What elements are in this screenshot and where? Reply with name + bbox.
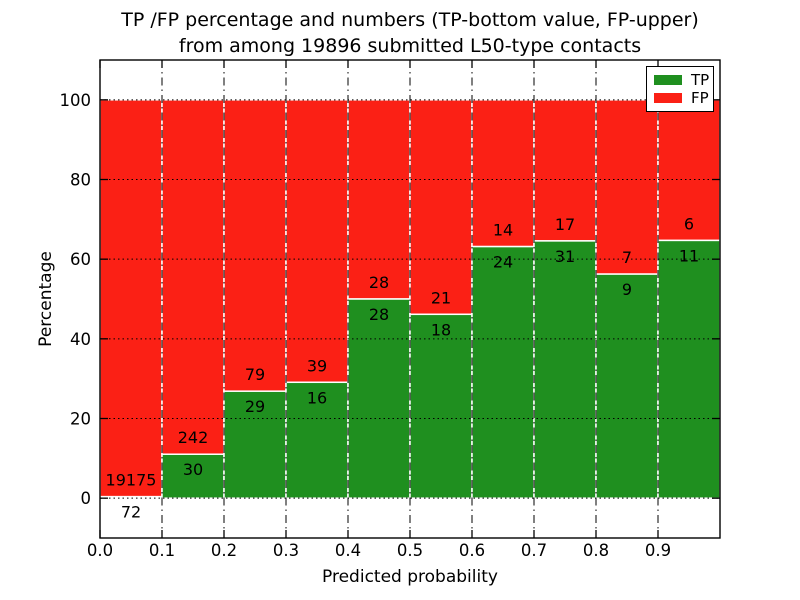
y-tick-label: 20 [70,410,91,429]
legend: TP FP [646,66,714,112]
x-tick-label: 0.4 [335,541,361,560]
fp-bar [223,99,287,392]
fp-count-label: 7 [622,248,632,267]
x-tick-label: 0.3 [273,541,299,560]
tp-count-label: 28 [369,305,389,324]
tp-count-label: 30 [183,460,203,479]
x-axis-label: Predicted probability [322,567,498,587]
fp-color-swatch-icon [654,93,682,103]
fp-bar [533,99,597,242]
fp-bar [161,99,225,455]
legend-entry-fp: FP [654,89,713,107]
tp-bar [223,390,287,499]
tp-count-label: 16 [307,388,327,407]
x-tick-label: 0.9 [645,541,671,560]
fp-count-label: 28 [369,273,389,292]
y-tick-label: 0 [81,489,92,508]
x-tick-label: 0.2 [211,541,237,560]
x-tick-label: 0.6 [459,541,485,560]
tp-bar [657,239,721,499]
tp-count-label: 31 [555,247,575,266]
y-tick-label: 100 [60,91,92,110]
legend-label-tp: TP [691,71,710,89]
bars-group [99,99,721,499]
legend-label-fp: FP [691,89,709,107]
tp-count-label: 11 [679,246,699,265]
fp-count-label: 17 [555,215,575,234]
gridlines-group [100,60,720,538]
x-tick-label: 0.0 [87,541,113,560]
y-tick-label: 80 [70,171,91,190]
chart-title: TP /FP percentage and numbers (TP-bottom… [0,7,800,59]
fp-bar [409,99,473,316]
fp-bar [285,99,349,384]
tp-count-label: 24 [493,253,513,272]
tick-labels-group: 0.0 0.1 0.2 0.3 0.4 0.5 0.6 0.7 0.8 0.9 0 20 40 60 80 1… [60,91,672,560]
fp-bar [471,99,535,248]
x-tick-label: 0.8 [583,541,609,560]
tp-bar [285,381,349,499]
tp-bar [409,313,473,499]
x-tick-label: 0.1 [149,541,175,560]
tp-color-swatch-icon [654,75,682,85]
fp-bar [99,99,163,498]
y-tick-label: 60 [70,250,91,269]
chart-title-line2: from among 19896 submitted L50-type cont… [178,35,642,57]
fp-bar [657,99,721,242]
tp-count-label: 29 [245,397,265,416]
tp-bar [471,245,535,499]
fp-count-label: 6 [684,214,694,233]
y-axis-label: Percentage [36,251,56,347]
fp-count-label: 79 [245,365,265,384]
tp-bar [347,298,411,499]
legend-entry-tp: TP [654,71,713,89]
y-tick-label: 40 [70,330,91,349]
fp-count-label: 242 [178,428,209,447]
fp-count-label: 39 [307,356,327,375]
chart-title-line1: TP /FP percentage and numbers (TP-bottom… [121,9,699,31]
tp-count-label: 72 [121,503,141,522]
tp-bar [533,240,597,499]
fp-count-label: 14 [493,221,513,240]
fp-count-label: 19175 [106,471,157,490]
plot-border [99,59,721,539]
tp-bar [595,273,659,499]
tp-count-label: 9 [622,280,632,299]
fp-count-label: 21 [431,288,451,307]
x-tick-label: 0.5 [397,541,423,560]
fp-bar [347,99,411,300]
tp-count-label: 18 [431,320,451,339]
x-tick-label: 0.7 [521,541,547,560]
